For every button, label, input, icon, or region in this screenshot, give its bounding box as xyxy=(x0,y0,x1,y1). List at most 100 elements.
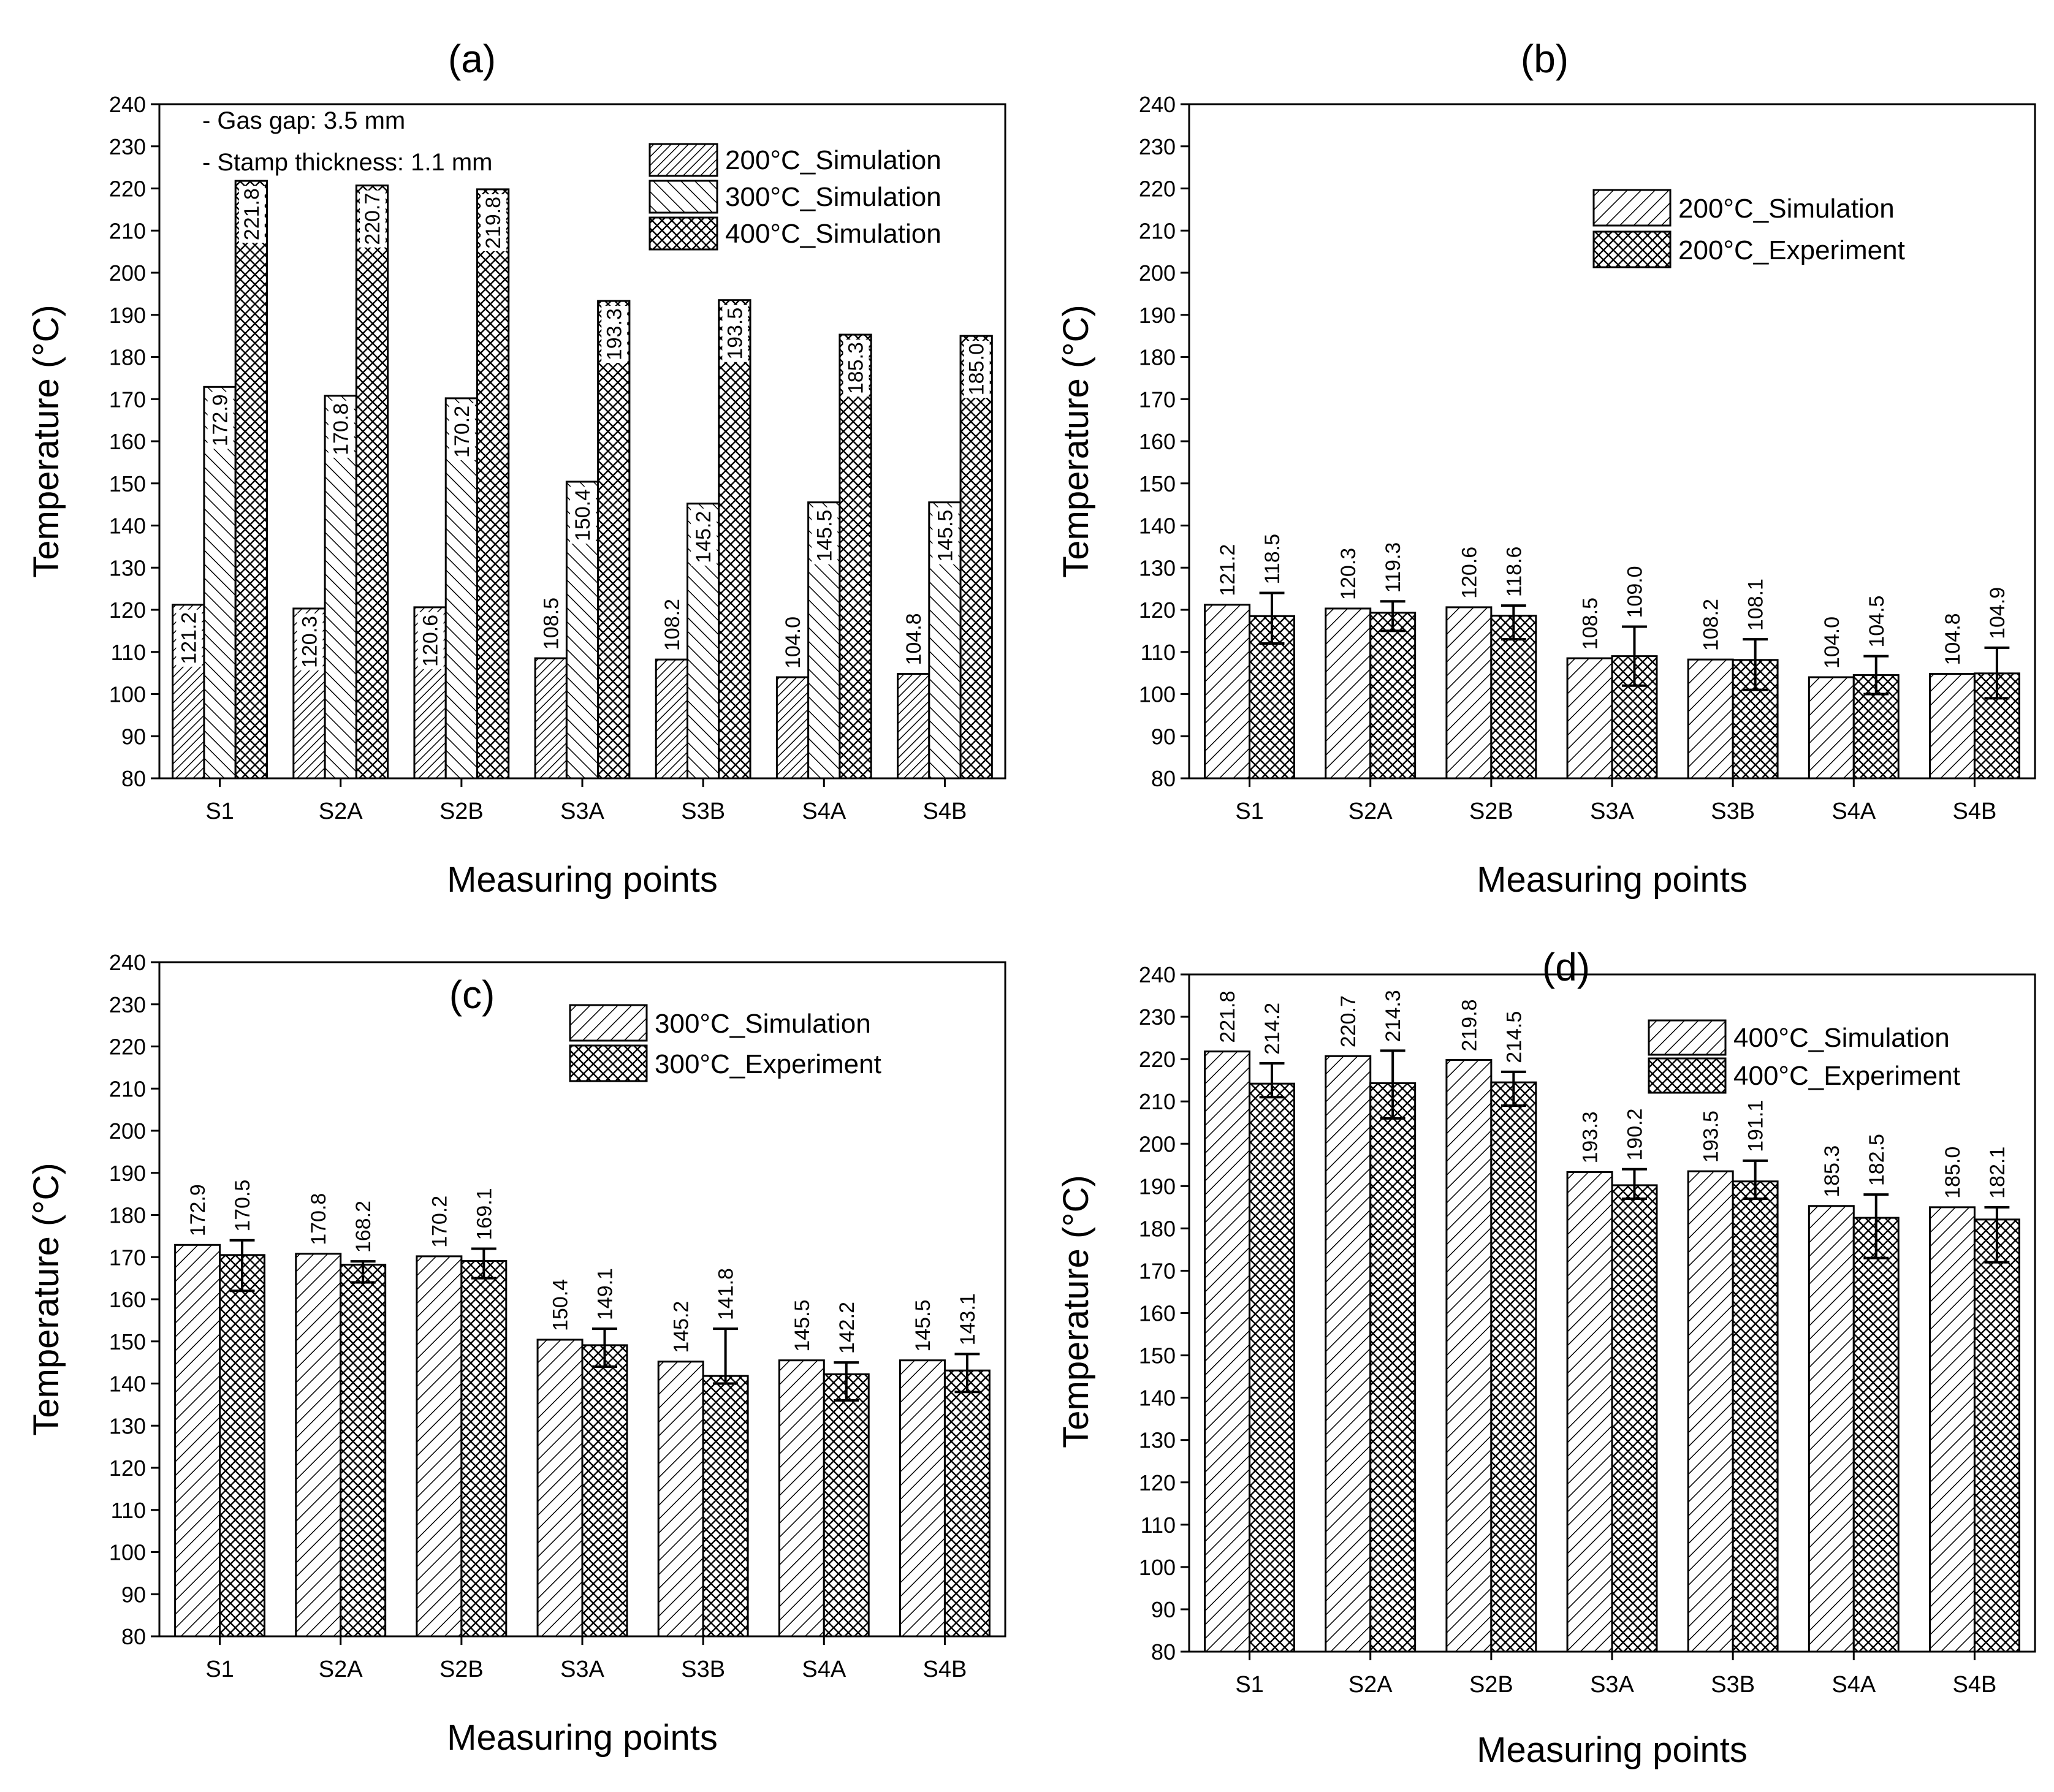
y-tick-label: 160 xyxy=(1139,1301,1176,1326)
panel-b-data-labels: 121.2 120.3 120.6 108.5 108.2 104.0 104.8 118.5… xyxy=(1216,534,2009,669)
y-tick-label: 210 xyxy=(1139,218,1176,243)
y-tick-label: 100 xyxy=(109,1540,146,1565)
data-label-400-c-simulation-s3a: 193.3 xyxy=(603,308,626,360)
panel-d-legend: 400°C_Simulation 400°C_Experiment xyxy=(1648,1019,1960,1094)
y-tick-label: 220 xyxy=(1139,1047,1176,1072)
y-tick-label: 90 xyxy=(1151,724,1176,749)
y-tick-label: 150 xyxy=(109,1329,146,1354)
y-tick-label: 160 xyxy=(109,1287,146,1312)
y-tick-label: 140 xyxy=(109,514,146,539)
data-label-300-c-experiment-s1: 170.5 xyxy=(231,1180,254,1232)
data-label-400-c-experiment-s2a: 214.3 xyxy=(1382,990,1405,1042)
bar-400-c-simulation-s3b xyxy=(1687,1170,1734,1653)
legend-swatch-200c-simulation xyxy=(1592,189,1672,227)
bar-300-c-simulation-s2a xyxy=(295,1253,342,1638)
data-label-300-c-simulation-s1: 172.9 xyxy=(186,1184,210,1236)
bar-300-c-experiment-s3a xyxy=(581,1344,628,1638)
panel-a-note-stamp-thickness: - Stamp thickness: 1.1 mm xyxy=(202,149,492,176)
data-label-200-c-simulation-s2a: 120.3 xyxy=(1337,548,1360,600)
data-label-400-c-simulation-s3b: 193.5 xyxy=(1700,1111,1723,1163)
legend-label-200c-experiment: 200°C_Experiment xyxy=(1678,235,1905,265)
x-tick-label-s4a: S4A xyxy=(802,799,846,824)
data-label-300-c-simulation-s4a: 145.5 xyxy=(791,1300,814,1352)
data-label-400-c-experiment-s3b: 191.1 xyxy=(1744,1100,1768,1152)
data-label-400-c-simulation-s3b: 193.5 xyxy=(723,308,747,360)
data-label-200-c-experiment-s3b: 108.1 xyxy=(1744,579,1768,631)
panel-a-y-ticks: 80 90 100 110 120 130 140 150 160 170 180 190 200 210… xyxy=(109,92,159,791)
bar-300-c-simulation-s3b xyxy=(657,1361,704,1638)
bar-200-c-simulation-s1 xyxy=(1204,604,1251,780)
data-label-400-c-experiment-s3a: 190.2 xyxy=(1623,1109,1646,1161)
panel-a-note-gas-gap: - Gas gap: 3.5 mm xyxy=(202,107,405,134)
y-tick-label: 200 xyxy=(109,1118,146,1144)
data-label-300-c-simulation-s3b: 145.2 xyxy=(692,511,715,563)
bar-400-c-experiment-s3a xyxy=(1611,1184,1658,1653)
data-label-200-c-simulation-s4b: 104.8 xyxy=(902,613,926,665)
panel-c-y-ticks: 80 90 100 110 120 130 140 150 160 170 180 190 200 210… xyxy=(109,950,159,1649)
y-tick-label: 230 xyxy=(109,992,146,1017)
y-tick-label: 210 xyxy=(109,1076,146,1101)
panel-c-data-labels: 172.9 170.8 170.2 150.4 145.2 145.5 145.5 170.5… xyxy=(186,1180,979,1354)
y-tick-label: 180 xyxy=(1139,1216,1176,1241)
x-tick-label-s3b: S3B xyxy=(1711,1672,1755,1698)
data-label-backing xyxy=(722,305,748,362)
data-label-400-c-simulation-s4a: 185.3 xyxy=(845,342,868,394)
y-tick-label: 230 xyxy=(109,134,146,159)
data-label-200-c-simulation-s3a: 108.5 xyxy=(1579,598,1602,650)
data-label-backing xyxy=(570,487,596,544)
y-tick-label: 220 xyxy=(109,1035,146,1060)
data-label-200-c-simulation-s4b: 104.8 xyxy=(1941,613,1965,665)
x-tick-label-s3a: S3A xyxy=(1590,1672,1634,1698)
bar-400-c-experiment-s3b xyxy=(1732,1180,1779,1653)
y-tick-label: 80 xyxy=(1151,766,1176,791)
bar-200-c-simulation-s4b xyxy=(1928,673,1976,780)
legend-swatch-400c-experiment xyxy=(1648,1057,1727,1094)
data-label-200-c-simulation-s4a: 104.0 xyxy=(782,617,805,669)
y-tick-label: 200 xyxy=(1139,260,1176,286)
bar-300-c-experiment-s4b xyxy=(943,1369,991,1638)
data-label-200-c-experiment-s2b: 118.6 xyxy=(1502,547,1526,598)
panel-c-legend: 300°C_Simulation 300°C_Experiment xyxy=(569,1004,881,1082)
x-tick-label-s4b: S4B xyxy=(923,1657,967,1682)
data-label-400-c-simulation-s4a: 185.3 xyxy=(1820,1145,1844,1198)
data-label-backing xyxy=(449,403,475,460)
data-label-300-c-simulation-s3a: 150.4 xyxy=(571,489,595,541)
x-tick-label-s1: S1 xyxy=(205,1657,234,1682)
panel-a-legend: 200°C_Simulation 300°C_Simulation 400°C_… xyxy=(649,143,941,251)
panel-b-bars xyxy=(1204,604,2020,780)
data-label-backing xyxy=(691,508,717,566)
y-tick-label: 180 xyxy=(1139,345,1176,370)
y-tick-label: 230 xyxy=(1139,1004,1176,1030)
data-label-200-c-experiment-s1: 118.5 xyxy=(1261,534,1284,585)
panel-d-data-labels: 221.8 220.7 219.8 193.3 193.5 185.3 185.0 214.2… xyxy=(1216,990,2009,1199)
panel-c-bars xyxy=(174,1243,991,1638)
y-tick-label: 80 xyxy=(1151,1639,1176,1665)
bar-300-c-simulation-s4a xyxy=(778,1359,825,1638)
data-label-backing xyxy=(812,507,838,564)
panel-d-y-ticks: 80 90 100 110 120 130 140 150 160 170 180 190 200 210… xyxy=(1139,962,1189,1665)
panel-b-errorbars xyxy=(1259,591,2010,700)
panel-b-label: (b) xyxy=(1521,37,1569,81)
y-tick-label: 200 xyxy=(109,260,146,286)
x-tick-label-s1: S1 xyxy=(205,799,234,824)
data-label-400-c-simulation-s4b: 185.0 xyxy=(1941,1147,1965,1199)
y-tick-label: 100 xyxy=(1139,682,1176,707)
bar-400-c-simulation-s3b xyxy=(718,299,751,780)
bar-300-c-experiment-s1 xyxy=(219,1254,266,1638)
y-tick-label: 110 xyxy=(1141,1513,1176,1538)
y-tick-label: 240 xyxy=(1139,962,1176,987)
data-label-200-c-experiment-s4a: 104.5 xyxy=(1865,596,1889,648)
data-label-backing xyxy=(297,613,323,671)
data-label-backing xyxy=(601,306,628,363)
panel-a-x-axis-title: Measuring points xyxy=(447,860,718,900)
x-tick-label-s4b: S4B xyxy=(1953,1672,1997,1698)
bar-300-c-simulation-s3a xyxy=(536,1338,584,1638)
y-tick-label: 150 xyxy=(1139,471,1176,496)
legend-swatch-400c-simulation xyxy=(649,216,718,251)
panel-a-bars xyxy=(172,180,993,780)
bar-400-c-experiment-s2b xyxy=(1490,1081,1537,1653)
y-tick-label: 100 xyxy=(109,682,146,707)
